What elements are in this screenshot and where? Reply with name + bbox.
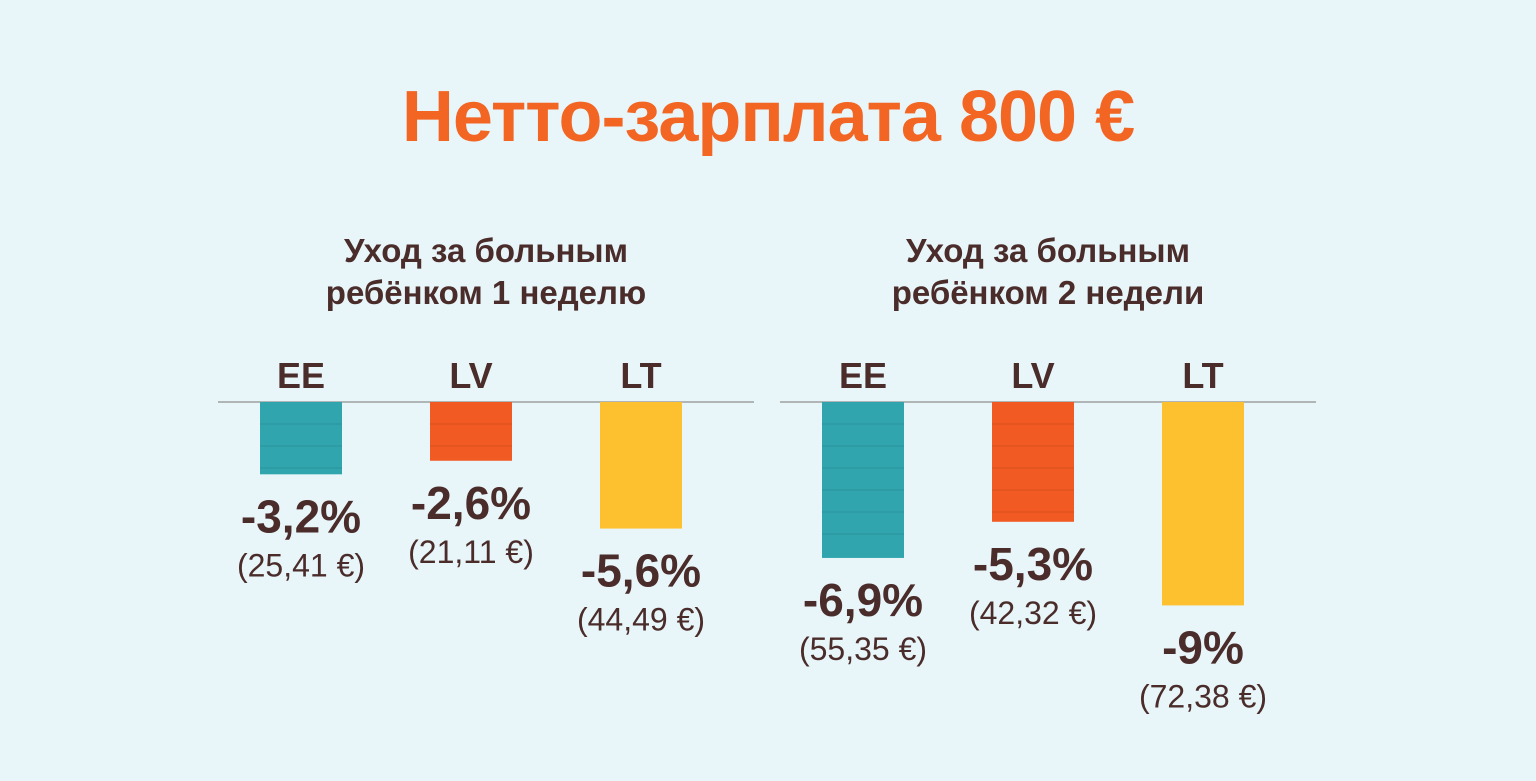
chart-title-line-2: ребёнком 2 недели [891, 274, 1205, 311]
category-label-lv: LV [1011, 355, 1054, 396]
category-label-ee: EE [839, 355, 887, 396]
value-label-ee: -3,2% [241, 490, 361, 542]
value-label-lv: -5,3% [973, 538, 1093, 590]
page-title: Нетто-зарплата 800 € [401, 77, 1135, 157]
amount-label-ee: (25,41 €) [237, 547, 365, 583]
value-label-lt: -5,6% [581, 545, 701, 597]
bar-lv [430, 402, 512, 461]
bar-chart-1-week: EE -3,2% (25,41 €) LV -2,6% (21,11 €) LT -5,6% (… [218, 355, 754, 638]
value-label-lv: -2,6% [411, 477, 531, 529]
bar-lt [600, 402, 682, 529]
chart-title-line-1: Уход за больным [343, 232, 629, 269]
bar-chart-2-weeks: EE -6,9% (55,35 €) LV -5,3% (42,32 €) LT -9% (72… [780, 355, 1316, 714]
chart-title-line-2: ребёнком 1 неделю [325, 274, 647, 311]
chart-panel-2-weeks: Уход за больным ребёнком 2 недели EE -6,9… [778, 230, 1318, 750]
chart-title: Уход за больным ребёнком 2 недели [778, 230, 1318, 314]
category-label-lv: LV [449, 355, 492, 396]
chart-panel-1-week: Уход за больным ребёнком 1 неделю EE -3,2… [216, 230, 756, 750]
chart-title-line-1: Уход за больным [905, 232, 1191, 269]
bar-lv [992, 402, 1074, 522]
amount-label-lt: (44,49 €) [577, 602, 705, 638]
category-label-lt: LT [1182, 355, 1223, 396]
chart-title: Уход за больным ребёнком 1 неделю [216, 230, 756, 314]
bar-ee [822, 402, 904, 558]
category-label-lt: LT [620, 355, 661, 396]
value-label-lt: -9% [1162, 621, 1244, 673]
bar-lt [1162, 402, 1244, 606]
amount-label-lt: (72,38 €) [1139, 678, 1267, 714]
amount-label-lv: (21,11 €) [408, 534, 534, 570]
bar-ee [260, 402, 342, 475]
amount-label-ee: (55,35 €) [799, 631, 927, 667]
category-label-ee: EE [277, 355, 325, 396]
value-label-ee: -6,9% [803, 574, 923, 626]
amount-label-lv: (42,32 €) [969, 595, 1097, 631]
